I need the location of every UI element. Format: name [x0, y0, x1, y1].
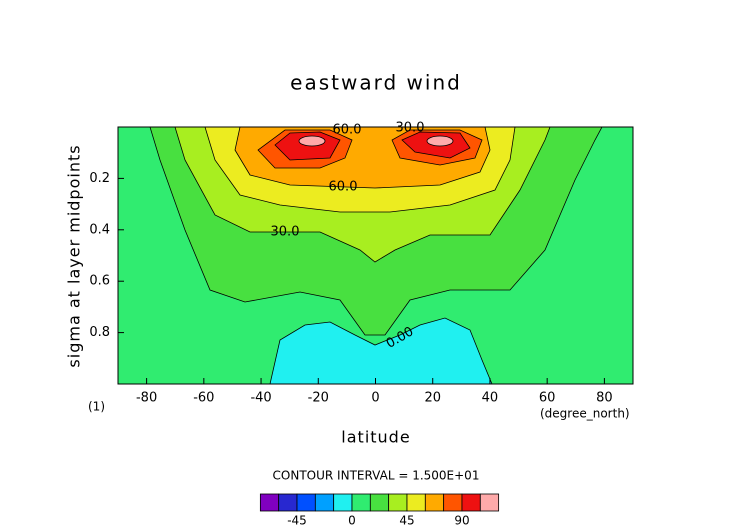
colorbar-box: [333, 493, 353, 512]
x-tick-label: -40: [250, 391, 271, 406]
x-tick-label: 60: [539, 391, 556, 406]
colorbar-box: [351, 493, 371, 512]
x-tick-label: -20: [308, 391, 329, 406]
chart-title: eastward wind: [290, 71, 462, 95]
contour-label: 60.0: [329, 180, 358, 195]
colorbar-tick-label: -45: [287, 514, 307, 528]
x-axis-label: latitude: [341, 428, 410, 447]
colorbar-box: [296, 493, 316, 512]
colorbar-tick-label: 0: [348, 514, 356, 528]
x-tick-label: 40: [482, 391, 499, 406]
contour-region: [298, 135, 326, 147]
x-tick-label: -80: [136, 391, 157, 406]
x-tick-label: 80: [596, 391, 613, 406]
colorbar-box: [259, 493, 280, 512]
contour-label: 60.0: [333, 123, 362, 138]
y-tick-label: 0.8: [89, 325, 110, 340]
colorbar-box: [443, 493, 463, 512]
colorbar-tick-label: 45: [399, 514, 414, 528]
colorbar-tick-label: 90: [454, 514, 469, 528]
contour-region: [426, 135, 454, 147]
colorbar-box: [424, 493, 445, 512]
y-tick-label: 0.2: [89, 171, 110, 186]
y-tick-label: 0.6: [89, 274, 110, 289]
x-tick-label: 20: [424, 391, 441, 406]
colorbar-box: [406, 493, 426, 512]
x-unit: (degree_north): [540, 407, 630, 421]
contour-interval: CONTOUR INTERVAL = 1.500E+01: [273, 469, 480, 483]
x-tick-label: 0: [371, 391, 379, 406]
colorbar-box: [388, 493, 408, 512]
colorbar-box: [479, 493, 500, 512]
colorbar-box: [314, 493, 335, 512]
contour-label: 30.0: [271, 225, 300, 240]
contour-region: [269, 317, 493, 385]
colorbar-box: [278, 493, 298, 512]
y-unit: (1): [88, 400, 105, 414]
contour-label: 30.0: [396, 121, 425, 136]
colorbar-box: [461, 493, 481, 512]
x-tick-label: -60: [193, 391, 214, 406]
colorbar-box: [369, 493, 390, 512]
y-axis-label: sigma at layer midpoints: [65, 144, 84, 367]
y-tick-label: 0.4: [89, 222, 110, 237]
